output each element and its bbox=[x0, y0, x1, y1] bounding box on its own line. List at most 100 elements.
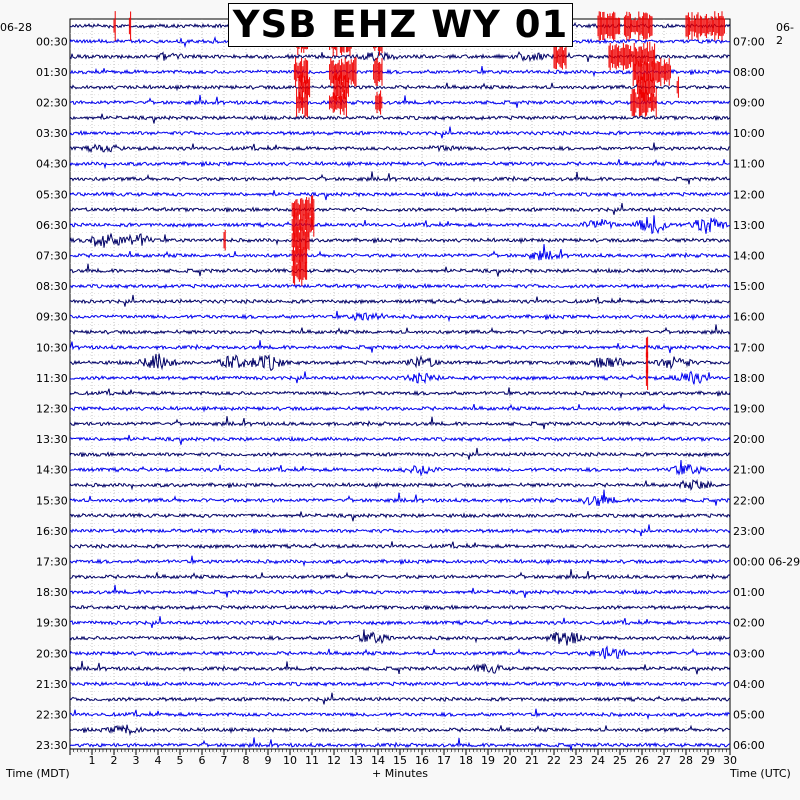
right-time-label: 04:00 bbox=[733, 678, 765, 691]
x-tick-label: 23 bbox=[569, 754, 583, 767]
left-time-label: 21:30 bbox=[36, 678, 68, 691]
x-tick-label: 18 bbox=[459, 754, 473, 767]
trace-row-14 bbox=[69, 233, 731, 248]
trace-row-47 bbox=[69, 737, 731, 751]
right-time-label: 16:00 bbox=[733, 311, 765, 324]
right-time-label: 13:00 bbox=[733, 219, 765, 232]
right-time-label: 12:00 bbox=[733, 188, 765, 201]
left-time-label: 17:30 bbox=[36, 556, 68, 569]
x-tick-label: 10 bbox=[283, 754, 297, 767]
trace-row-44 bbox=[69, 692, 731, 705]
x-tick-label: 19 bbox=[481, 754, 495, 767]
trace-row-21 bbox=[69, 340, 731, 354]
x-tick-label: 9 bbox=[265, 754, 272, 767]
x-tick-label: 16 bbox=[415, 754, 429, 767]
trace-row-35 bbox=[69, 555, 731, 568]
right-time-label: 06:00 bbox=[733, 739, 765, 752]
trace-row-5 bbox=[69, 94, 731, 108]
right-time-label: 10:00 bbox=[733, 127, 765, 140]
trace-row-40 bbox=[69, 629, 731, 646]
x-tick-label: 11 bbox=[305, 754, 319, 767]
right-time-label: 19:00 bbox=[733, 403, 765, 416]
left-time-label: 02:30 bbox=[36, 97, 68, 110]
left-time-label: 20:30 bbox=[36, 647, 68, 660]
trace-row-13 bbox=[69, 215, 731, 235]
trace-row-30 bbox=[69, 478, 731, 491]
left-time-label: 13:30 bbox=[36, 433, 68, 446]
trace-row-18 bbox=[69, 294, 731, 307]
x-tick-label: 24 bbox=[591, 754, 605, 767]
trace-row-9 bbox=[69, 159, 731, 170]
left-time-label: 07:30 bbox=[36, 250, 68, 263]
right-time-label: 15:00 bbox=[733, 280, 765, 293]
x-tick-label: 3 bbox=[133, 754, 140, 767]
right-time-label: 02:00 bbox=[733, 617, 765, 630]
right-time-label: 20:00 bbox=[733, 433, 765, 446]
x-tick-label: 22 bbox=[547, 754, 561, 767]
trace-row-17 bbox=[69, 282, 731, 290]
right-time-label: 05:00 bbox=[733, 709, 765, 722]
x-label-left: Time (MDT) bbox=[6, 767, 70, 780]
trace-row-8 bbox=[69, 142, 731, 154]
x-tick-label: 5 bbox=[177, 754, 184, 767]
left-time-label: 15:30 bbox=[36, 494, 68, 507]
right-time-label: 00:00 06-29 bbox=[733, 556, 800, 569]
x-tick-label: 17 bbox=[437, 754, 451, 767]
trace-row-39 bbox=[69, 616, 731, 629]
trace-row-11 bbox=[69, 190, 731, 201]
trace-row-24 bbox=[69, 387, 731, 399]
x-tick-label: 12 bbox=[327, 754, 341, 767]
trace-row-28 bbox=[69, 447, 731, 460]
right-time-label: 11:00 bbox=[733, 158, 765, 171]
left-time-label: 11:30 bbox=[36, 372, 68, 385]
x-tick-label: 21 bbox=[525, 754, 539, 767]
trace-row-20 bbox=[69, 324, 731, 336]
date-right: 06-2 bbox=[776, 21, 794, 47]
right-time-label: 22:00 bbox=[733, 494, 765, 507]
trace-row-43 bbox=[69, 680, 731, 688]
trace-row-4 bbox=[69, 82, 731, 92]
right-time-label: 01:00 bbox=[733, 586, 765, 599]
left-time-label: 18:30 bbox=[36, 586, 68, 599]
x-tick-label: 8 bbox=[243, 754, 250, 767]
trace-row-25 bbox=[69, 403, 731, 413]
x-tick-label: 13 bbox=[349, 754, 363, 767]
trace-row-33 bbox=[69, 524, 731, 537]
left-time-label: 16:30 bbox=[36, 525, 68, 538]
right-time-label: 23:00 bbox=[733, 525, 765, 538]
right-time-label: 17:00 bbox=[733, 341, 765, 354]
trace-row-31 bbox=[69, 489, 731, 506]
x-tick-label: 14 bbox=[371, 754, 385, 767]
left-time-label: 00:30 bbox=[36, 35, 68, 48]
x-tick-label: 15 bbox=[393, 754, 407, 767]
x-label-right: Time (UTC) bbox=[730, 767, 791, 780]
left-time-label: 03:30 bbox=[36, 127, 68, 140]
x-tick-label: 26 bbox=[635, 754, 649, 767]
trace-row-29 bbox=[69, 459, 731, 477]
trace-row-27 bbox=[69, 434, 731, 445]
trace-row-45 bbox=[69, 708, 731, 721]
left-time-label: 06:30 bbox=[36, 219, 68, 232]
trace-row-38 bbox=[69, 604, 731, 611]
x-label-center: + Minutes bbox=[372, 767, 429, 780]
x-tick-label: 25 bbox=[613, 754, 627, 767]
trace-row-7 bbox=[69, 126, 730, 139]
right-time-label: 21:00 bbox=[733, 464, 765, 477]
right-time-label: 14:00 bbox=[733, 250, 765, 263]
plot-area bbox=[69, 18, 731, 750]
trace-row-36 bbox=[70, 569, 731, 581]
trace-row-12 bbox=[70, 203, 731, 215]
left-time-label: 23:30 bbox=[36, 739, 68, 752]
trace-row-37 bbox=[69, 584, 731, 598]
date-left: 06-28 bbox=[0, 21, 32, 34]
trace-row-42 bbox=[69, 660, 731, 675]
trace-row-3 bbox=[69, 66, 731, 78]
right-time-label: 18:00 bbox=[733, 372, 765, 385]
left-time-label: 10:30 bbox=[36, 341, 68, 354]
x-tick-label: 2 bbox=[111, 754, 118, 767]
x-tick-label: 30 bbox=[723, 754, 737, 767]
left-time-label: 09:30 bbox=[36, 311, 68, 324]
trace-row-26 bbox=[69, 416, 731, 430]
trace-row-41 bbox=[69, 645, 731, 660]
left-time-label: 05:30 bbox=[36, 188, 68, 201]
